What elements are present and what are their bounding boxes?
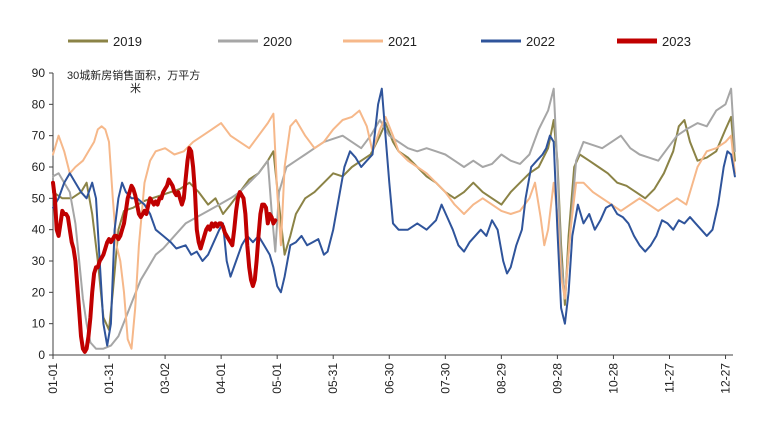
y-axis: 0 10 20 30 40 50 60 70 80 90: [32, 66, 54, 362]
y-tick-label: 60: [32, 160, 46, 174]
y-tick-label: 10: [32, 317, 46, 331]
y-tick-label: 40: [32, 223, 46, 237]
series-line-2022: [52, 87, 736, 347]
y-tick-label: 90: [32, 66, 46, 80]
unit-label-line1: 30城新房销售面积，万平方: [67, 68, 200, 82]
x-tick-label: 10-28: [606, 363, 620, 394]
legend-label-2020: 2020: [263, 34, 292, 49]
series-line-2021: [52, 109, 736, 350]
x-tick-label: 12-27: [719, 363, 733, 394]
y-tick-label: 50: [32, 191, 46, 205]
series-line-2019: [52, 115, 736, 331]
x-tick-label: 06-30: [382, 363, 396, 394]
legend-label-2019: 2019: [113, 34, 142, 49]
x-tick-label: 05-01: [270, 363, 284, 394]
x-tick-label: 11-27: [662, 363, 676, 393]
x-tick-label: 07-30: [438, 363, 452, 394]
unit-label-line2: 米: [130, 82, 141, 95]
x-tick-label: 04-01: [214, 363, 228, 394]
y-tick-label: 70: [32, 129, 46, 143]
x-tick-label: 03-02: [158, 363, 172, 394]
y-tick-label: 20: [32, 285, 46, 299]
legend-label-2021: 2021: [388, 34, 417, 49]
y-tick-label: 0: [38, 348, 45, 362]
legend-label-2022: 2022: [526, 34, 555, 49]
x-tick-label: 05-31: [326, 363, 340, 394]
x-tick-label: 01-01: [46, 363, 60, 394]
y-tick-label: 80: [32, 97, 46, 111]
x-axis: 01-01 01-31 03-02 04-01 05-01 05-31 06-30 07-30…: [46, 354, 733, 394]
series-layer: [51, 87, 736, 354]
y-tick-label: 30: [32, 254, 46, 268]
x-tick-label: 09-28: [550, 363, 564, 394]
series-line-2023: [51, 146, 278, 354]
series-line-2020: [52, 87, 736, 350]
legend-label-2023: 2023: [662, 34, 691, 49]
x-tick-label: 08-29: [494, 363, 508, 394]
x-tick-label: 01-31: [102, 363, 116, 394]
legend: 2019 2020 2021 2022 2023: [68, 34, 691, 49]
